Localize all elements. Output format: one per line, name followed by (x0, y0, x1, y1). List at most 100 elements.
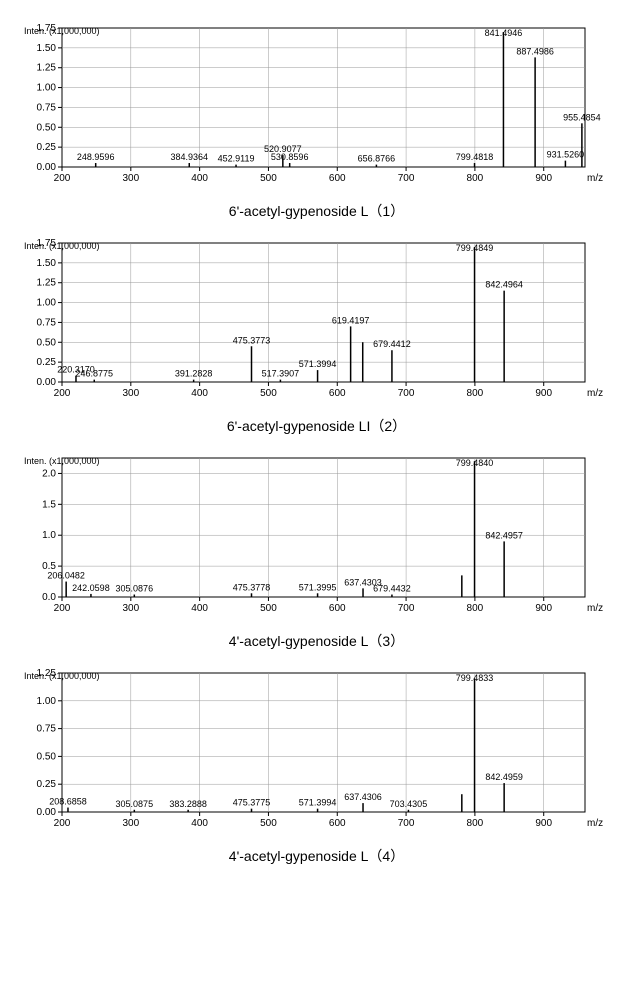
svg-text:0.0: 0.0 (42, 592, 56, 603)
yaxis-label: Inten. (x1,000,000) (24, 456, 100, 466)
svg-text:300: 300 (122, 603, 139, 614)
svg-text:700: 700 (398, 388, 415, 399)
peak-label: 679.4412 (373, 339, 411, 349)
yaxis-label: Inten. (x1,000,000) (24, 241, 100, 251)
svg-text:600: 600 (329, 388, 346, 399)
svg-text:700: 700 (398, 818, 415, 829)
svg-text:800: 800 (467, 603, 484, 614)
svg-text:0.50: 0.50 (37, 337, 57, 348)
spectrum-title: 4'-acetyl-gypenoside L（3） (20, 631, 613, 651)
spectrum-title: 6'-acetyl-gypenoside L（1） (20, 201, 613, 221)
svg-text:800: 800 (467, 818, 484, 829)
peak-label: 475.3778 (233, 582, 271, 592)
svg-text:500: 500 (260, 388, 277, 399)
peak-label: 391.2828 (175, 369, 213, 379)
svg-text:900: 900 (535, 818, 552, 829)
spectrum-title: 6'-acetyl-gypenoside LI（2） (20, 416, 613, 436)
peak-label: 679.4432 (373, 584, 411, 594)
spectrum-svg-2: 0.00.51.01.52.0200300400500600700800900I… (20, 450, 613, 625)
spectrum-panel-0: 0.000.250.500.751.001.251.501.7520030040… (20, 20, 613, 221)
svg-text:0.00: 0.00 (37, 377, 57, 388)
svg-text:700: 700 (398, 173, 415, 184)
svg-text:1.50: 1.50 (37, 258, 57, 269)
svg-text:1.00: 1.00 (37, 83, 57, 94)
peak-label: 571.3994 (299, 798, 337, 808)
peak-label: 842.4957 (485, 530, 523, 540)
peak-label: 517.3907 (262, 369, 300, 379)
peak-label: 246.8775 (75, 369, 113, 379)
peak-label: 637.4306 (344, 792, 382, 802)
peak-label: 475.3775 (233, 798, 271, 808)
svg-text:900: 900 (535, 173, 552, 184)
svg-text:200: 200 (54, 173, 71, 184)
svg-text:800: 800 (467, 388, 484, 399)
svg-text:0.75: 0.75 (37, 102, 57, 113)
svg-text:1.25: 1.25 (37, 278, 57, 289)
xaxis-label: m/z (587, 388, 603, 399)
peak-label: 206.0482 (47, 571, 85, 581)
peak-label: 887.4986 (516, 46, 554, 56)
peak-label: 452.9119 (218, 154, 255, 164)
spectrum-panel-2: 0.00.51.01.52.0200300400500600700800900I… (20, 450, 613, 651)
spectrum-title: 4'-acetyl-gypenoside L（4） (20, 846, 613, 866)
spectrum-svg-1: 0.000.250.500.751.001.251.501.7520030040… (20, 235, 613, 410)
svg-text:500: 500 (260, 603, 277, 614)
peak-label: 571.3994 (299, 359, 337, 369)
svg-text:400: 400 (191, 603, 208, 614)
spectrum-svg-3: 0.000.250.500.751.001.252003004005006007… (20, 665, 613, 840)
peak-label: 842.4959 (485, 772, 523, 782)
svg-text:2.0: 2.0 (42, 468, 56, 479)
peak-label: 955.4854 (563, 112, 601, 122)
svg-text:1.25: 1.25 (37, 63, 57, 74)
svg-text:400: 400 (191, 388, 208, 399)
svg-text:200: 200 (54, 388, 71, 399)
svg-text:900: 900 (535, 388, 552, 399)
peak-label: 305.0875 (116, 799, 154, 809)
peak-label: 475.3773 (233, 335, 271, 345)
svg-text:1.0: 1.0 (42, 530, 56, 541)
svg-text:900: 900 (535, 603, 552, 614)
svg-text:400: 400 (191, 173, 208, 184)
spectrum-panel-1: 0.000.250.500.751.001.251.501.7520030040… (20, 235, 613, 436)
peak-label: 799.4840 (456, 458, 494, 468)
svg-text:600: 600 (329, 818, 346, 829)
svg-text:700: 700 (398, 603, 415, 614)
svg-text:400: 400 (191, 818, 208, 829)
svg-text:0.50: 0.50 (37, 122, 57, 133)
svg-text:500: 500 (260, 173, 277, 184)
peak-label: 619.4197 (332, 315, 370, 325)
peak-label: 842.4964 (485, 280, 523, 290)
svg-text:1.50: 1.50 (37, 43, 57, 54)
svg-text:300: 300 (122, 388, 139, 399)
peak-label: 799.4818 (456, 152, 494, 162)
yaxis-label: Inten. (x1,000,000) (24, 671, 100, 681)
peak-label: 931.5260 (547, 150, 585, 160)
svg-text:0.25: 0.25 (37, 142, 57, 153)
svg-text:600: 600 (329, 173, 346, 184)
svg-text:0.75: 0.75 (37, 317, 57, 328)
svg-text:800: 800 (467, 173, 484, 184)
svg-text:200: 200 (54, 603, 71, 614)
peak-label: 530.8596 (271, 152, 309, 162)
svg-text:1.5: 1.5 (42, 499, 56, 510)
svg-text:1.00: 1.00 (37, 696, 57, 707)
peak-label: 384.9364 (170, 152, 208, 162)
svg-text:300: 300 (122, 818, 139, 829)
peak-label: 656.8766 (358, 154, 396, 164)
svg-text:0.75: 0.75 (37, 724, 57, 735)
peak-label: 799.4849 (456, 243, 494, 253)
peak-label: 208.6858 (49, 797, 87, 807)
peak-label: 248.9596 (77, 152, 115, 162)
peak-label: 799.4833 (456, 673, 494, 683)
peak-label: 841.4946 (485, 28, 523, 38)
svg-text:0.50: 0.50 (37, 751, 57, 762)
svg-text:200: 200 (54, 818, 71, 829)
peak-label: 305.0876 (116, 584, 154, 594)
svg-text:300: 300 (122, 173, 139, 184)
svg-text:0.25: 0.25 (37, 357, 57, 368)
peak-label: 242.0598 (72, 583, 110, 593)
svg-text:600: 600 (329, 603, 346, 614)
peak-label: 571.3995 (299, 582, 337, 592)
xaxis-label: m/z (587, 818, 603, 829)
svg-text:0.00: 0.00 (37, 162, 57, 173)
